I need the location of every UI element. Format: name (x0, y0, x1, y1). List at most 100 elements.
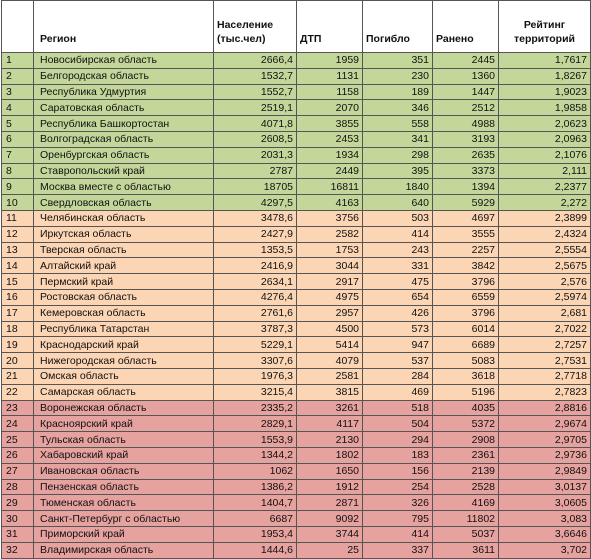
row-killed: 518 (362, 399, 433, 417)
row-region: Хабаровский край (33, 446, 214, 464)
row-population: 3307,6 (213, 352, 297, 369)
row-population: 1953,4 (213, 525, 297, 543)
row-population: 2031,3 (213, 146, 297, 164)
row-region: Челябинская область (33, 209, 214, 227)
row-killed: 640 (362, 194, 433, 211)
row-dtp: 4163 (296, 194, 363, 211)
row-killed: 573 (362, 320, 433, 338)
row-rating: 1,7617 (498, 52, 591, 69)
row-dtp: 2582 (296, 225, 363, 243)
table-row: 13 Тверская область 1353,5 1753 243 2257 2,555… (1, 241, 591, 259)
row-population: 5229,1 (213, 336, 297, 354)
table-row: 21 Омская область 1976,3 2581 284 3618 2,7718 (1, 367, 591, 385)
table-row: 18 Республика Татарстан 3787,3 4500 573 6014 2… (1, 320, 591, 338)
row-injured: 2445 (432, 52, 499, 69)
table-row: 20 Нижегородская область 3307,6 4079 537 5083… (1, 352, 591, 369)
row-population: 1344,2 (213, 446, 297, 464)
row-killed: 284 (362, 367, 433, 385)
row-population: 2634,1 (213, 273, 297, 290)
row-injured: 6014 (432, 320, 499, 338)
row-killed: 654 (362, 288, 433, 306)
row-region: Омская область (33, 367, 214, 385)
row-killed: 426 (362, 304, 433, 322)
table-row: 27 Ивановская область 1062 1650 156 2139 2,984… (1, 462, 591, 480)
row-dtp: 2871 (296, 494, 363, 512)
row-killed: 469 (362, 383, 433, 401)
row-region: Тульская область (33, 431, 214, 448)
row-index: 16 (1, 288, 34, 306)
row-region: Белгородская область (33, 67, 214, 85)
row-dtp: 1650 (296, 462, 363, 480)
table-row: 7 Оренбургская область 2031,3 1934 298 2635 2,… (1, 146, 591, 164)
row-region: Пензенская область (33, 478, 214, 496)
row-rating: 2,5974 (498, 288, 591, 306)
row-index: 9 (1, 178, 34, 196)
row-rating: 2,8816 (498, 399, 591, 417)
row-dtp: 3855 (296, 115, 363, 132)
table-row: 3 Республика Удмуртия 1552,7 1158 189 1447 1,9… (1, 83, 591, 101)
row-rating: 2,5675 (498, 257, 591, 275)
row-index: 21 (1, 367, 34, 385)
row-region: Тверская область (33, 241, 214, 259)
row-region: Кемеровская область (33, 304, 214, 322)
row-population: 2416,9 (213, 257, 297, 275)
row-injured: 4035 (432, 399, 499, 417)
population-header: Население (тыс.чел) (213, 0, 297, 53)
row-injured: 4988 (432, 115, 499, 132)
row-index: 28 (1, 478, 34, 496)
row-population: 4297,5 (213, 194, 297, 211)
row-killed: 337 (362, 541, 433, 559)
row-index: 15 (1, 273, 34, 290)
row-injured: 3842 (432, 257, 499, 275)
table-row: 22 Самарская область 3215,4 3815 469 5196 2,78… (1, 383, 591, 401)
row-population: 2829,1 (213, 415, 297, 433)
row-dtp: 4117 (296, 415, 363, 433)
row-region: Самарская область (33, 383, 214, 401)
row-injured: 1394 (432, 178, 499, 196)
table-row: 32 Владимирская область 1444,6 25 337 3611 3,7… (1, 541, 591, 559)
row-rating: 2,272 (498, 194, 591, 211)
row-rating: 3,0137 (498, 478, 591, 496)
row-region: Ивановская область (33, 462, 214, 480)
row-index: 30 (1, 510, 34, 527)
row-injured: 3618 (432, 367, 499, 385)
row-index: 31 (1, 525, 34, 543)
row-dtp: 1158 (296, 83, 363, 101)
row-dtp: 3815 (296, 383, 363, 401)
row-dtp: 3756 (296, 209, 363, 227)
row-injured: 6559 (432, 288, 499, 306)
row-index: 6 (1, 130, 34, 148)
row-index: 14 (1, 257, 34, 275)
row-killed: 183 (362, 446, 433, 464)
row-index: 3 (1, 83, 34, 101)
header-row: Регион Население (тыс.чел) ДТП Погибло Р… (1, 0, 591, 53)
row-killed: 414 (362, 525, 433, 543)
row-dtp: 1802 (296, 446, 363, 464)
row-killed: 230 (362, 67, 433, 85)
row-injured: 3611 (432, 541, 499, 559)
row-rating: 2,7257 (498, 336, 591, 354)
row-index: 27 (1, 462, 34, 480)
row-region: Красноярский край (33, 415, 214, 433)
table-row: 11 Челябинская область 3478,6 3756 503 4697 2,… (1, 209, 591, 227)
row-killed: 947 (362, 336, 433, 354)
row-population: 1353,5 (213, 241, 297, 259)
table-row: 25 Тульская область 1553,9 2130 294 2908 2,970… (1, 431, 591, 448)
row-index: 26 (1, 446, 34, 464)
row-dtp: 16811 (296, 178, 363, 196)
row-region: Воронежская область (33, 399, 214, 417)
row-injured: 11802 (432, 510, 499, 527)
row-population: 2666,4 (213, 52, 297, 69)
row-index: 32 (1, 541, 34, 559)
row-rating: 2,7022 (498, 320, 591, 338)
row-injured: 5083 (432, 352, 499, 369)
row-injured: 5372 (432, 415, 499, 433)
row-population: 3478,6 (213, 209, 297, 227)
row-dtp: 3744 (296, 525, 363, 543)
row-region: Приморский край (33, 525, 214, 543)
table-row: 28 Пензенская область 1386,2 1912 254 2528 3,0… (1, 478, 591, 496)
table-row: 1 Новосибирская область 2666,4 1959 351 2445 1… (1, 52, 591, 69)
row-injured: 5929 (432, 194, 499, 211)
row-injured: 1447 (432, 83, 499, 101)
row-rating: 3,0605 (498, 494, 591, 512)
